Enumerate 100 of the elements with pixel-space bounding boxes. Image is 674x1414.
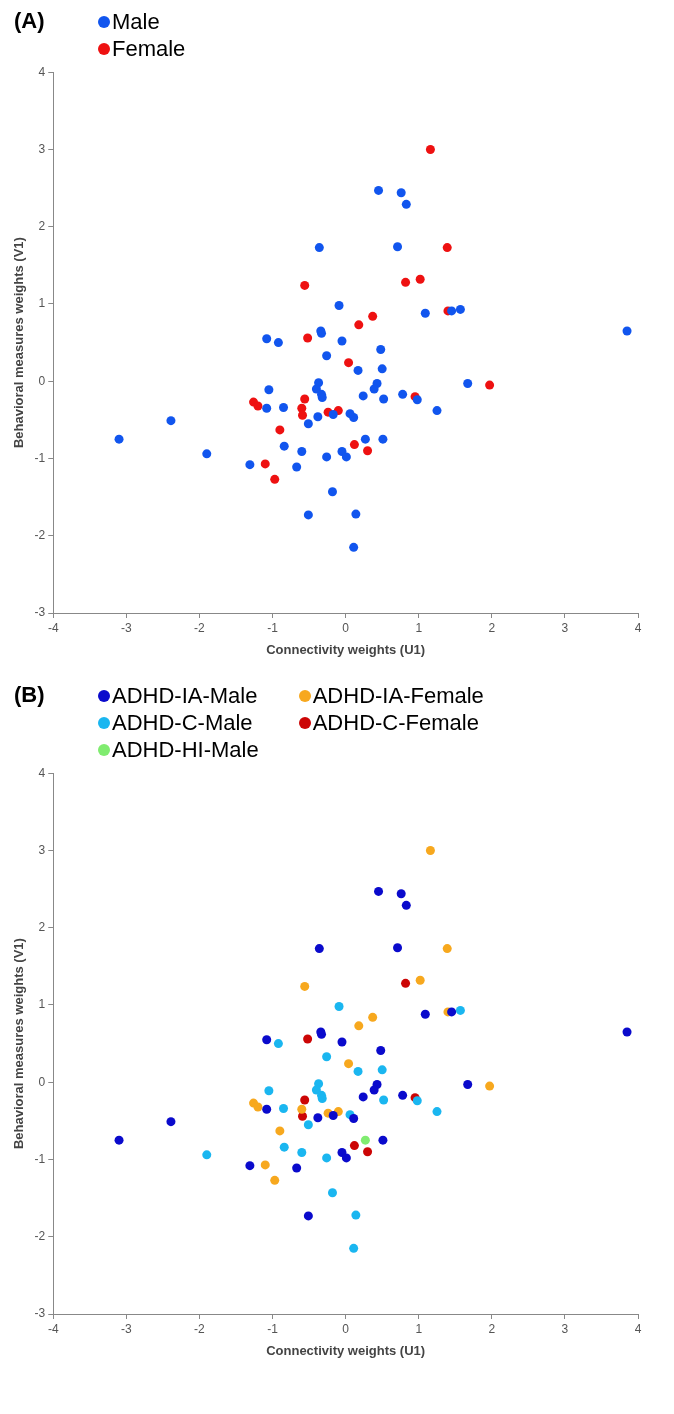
point	[322, 452, 332, 462]
point	[393, 242, 403, 252]
point	[401, 978, 411, 988]
point	[292, 1163, 302, 1173]
x-tick-label: -1	[267, 620, 279, 635]
text: (B)	[14, 682, 45, 707]
point	[401, 277, 411, 287]
legend-label: ADHD-C-Female	[312, 709, 479, 736]
point	[425, 144, 435, 154]
point	[264, 385, 274, 395]
x-tick-label: -1	[267, 1321, 279, 1336]
point	[374, 185, 384, 195]
point	[379, 394, 389, 404]
x-tick-label: -4	[47, 1321, 59, 1336]
point	[279, 441, 289, 451]
point	[334, 1002, 344, 1012]
point	[398, 389, 408, 399]
x-tick-label: 3	[561, 1321, 569, 1336]
point	[260, 1160, 270, 1170]
point	[279, 1142, 289, 1152]
point	[314, 243, 324, 253]
point	[273, 1039, 283, 1049]
x-tick-label: 2	[488, 620, 496, 635]
point	[262, 403, 272, 413]
x-axis-title: Connectivity weights (U1)	[266, 641, 426, 657]
point	[245, 1161, 255, 1171]
x-tick-label: 0	[342, 1321, 350, 1336]
point	[379, 1095, 389, 1105]
point	[313, 1113, 323, 1123]
point	[114, 1135, 124, 1145]
x-tick-label: 1	[415, 1321, 423, 1336]
point	[374, 886, 384, 896]
point	[432, 406, 442, 416]
point	[376, 1046, 386, 1056]
point	[378, 1135, 388, 1145]
point	[351, 509, 361, 519]
point	[369, 384, 379, 394]
point	[369, 1085, 379, 1095]
point	[303, 1120, 313, 1130]
y-tick-label: 4	[38, 64, 46, 79]
point	[463, 1080, 473, 1090]
point	[322, 1052, 332, 1062]
point	[303, 1211, 313, 1221]
x-tick-label: -3	[121, 1321, 133, 1336]
point	[351, 1210, 361, 1220]
x-tick-label: 0	[342, 620, 350, 635]
point	[455, 304, 465, 314]
y-tick-label: 0	[38, 1074, 46, 1089]
point	[262, 1104, 272, 1114]
point	[328, 409, 338, 419]
legend-label: Female	[112, 35, 186, 62]
point	[360, 1135, 370, 1145]
point	[398, 1090, 408, 1100]
x-axis-title: Connectivity weights (U1)	[266, 1342, 426, 1358]
point	[270, 474, 280, 484]
x-tick-label: 1	[415, 620, 423, 635]
point	[376, 345, 386, 355]
point	[358, 391, 368, 401]
y-tick-label: 3	[38, 141, 46, 156]
point	[360, 434, 370, 444]
y-tick-label: -3	[34, 1306, 46, 1321]
point	[420, 1009, 430, 1019]
point	[354, 1021, 364, 1031]
y-axis-title: Behavioral measures weights (V1)	[11, 938, 27, 1150]
point	[442, 243, 452, 253]
point	[300, 394, 310, 404]
point	[455, 1005, 465, 1015]
point	[114, 434, 124, 444]
point	[313, 412, 323, 422]
point	[622, 1027, 632, 1037]
y-tick-label: 2	[38, 219, 46, 234]
point	[396, 188, 406, 198]
point	[378, 434, 388, 444]
point	[344, 1059, 354, 1069]
point	[166, 416, 176, 426]
x-tick-label: -4	[47, 620, 59, 635]
point	[327, 1188, 337, 1198]
point	[202, 449, 212, 459]
point	[270, 1175, 280, 1185]
point	[334, 301, 344, 311]
point	[622, 326, 632, 336]
point	[297, 447, 307, 457]
point	[368, 311, 378, 321]
point	[297, 1148, 307, 1158]
point	[344, 358, 354, 368]
x-tick-label: 4	[634, 1321, 642, 1336]
point	[377, 364, 387, 374]
point	[275, 1126, 285, 1136]
x-tick-label: -2	[194, 1321, 206, 1336]
y-tick-label: 0	[38, 373, 46, 388]
point	[463, 379, 473, 389]
point	[341, 452, 351, 462]
point	[349, 440, 359, 450]
y-tick-label: -2	[34, 1229, 46, 1244]
point	[353, 365, 363, 375]
point	[303, 510, 313, 520]
point	[401, 900, 411, 910]
x-tick-label: 4	[634, 620, 642, 635]
y-tick-label: -1	[34, 450, 46, 465]
point	[377, 1065, 387, 1075]
